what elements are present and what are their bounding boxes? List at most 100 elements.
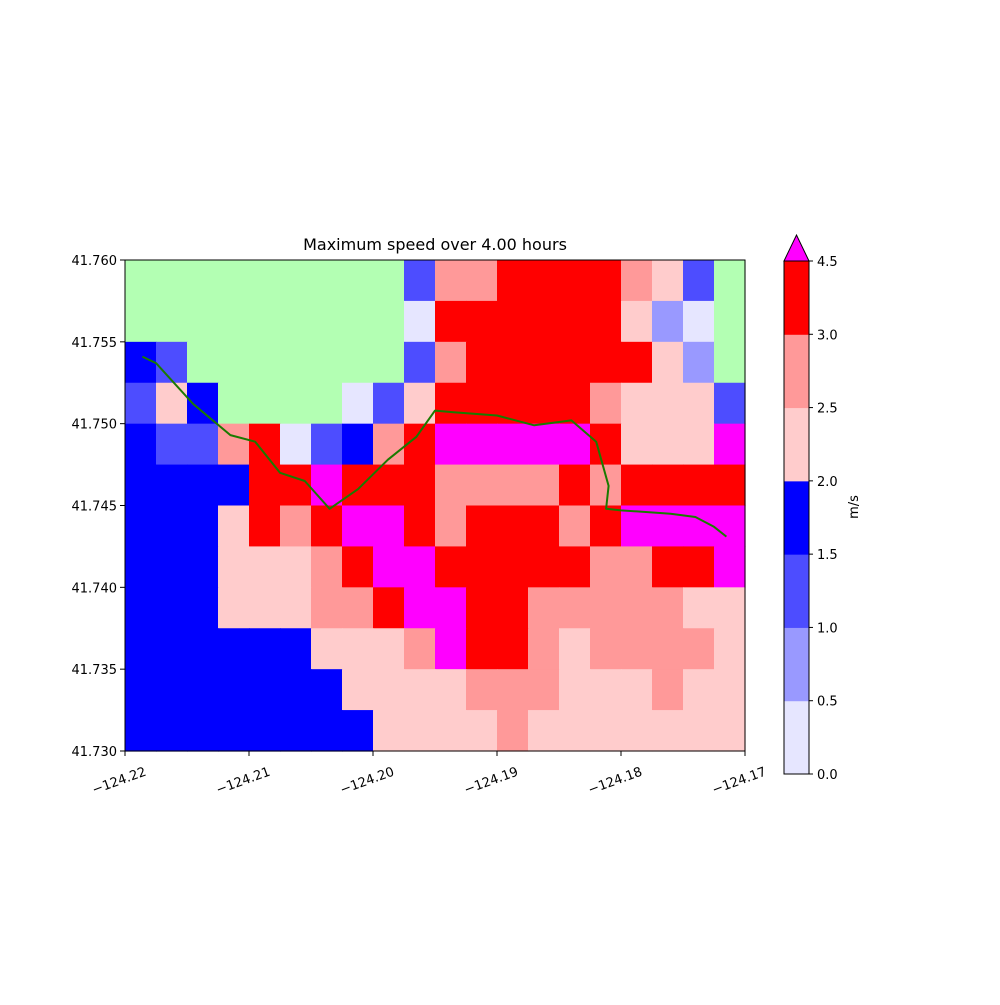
- heatmap-cell: [652, 260, 684, 302]
- heatmap-cell: [621, 710, 653, 752]
- heatmap-cell: [528, 546, 560, 588]
- heatmap-cell: [590, 341, 622, 384]
- y-axis: 41.760 41.755 41.750 41.745 41.740 41.735 41.7…: [72, 254, 125, 760]
- heatmap-cell: [466, 546, 498, 588]
- heatmap-cell: [435, 669, 467, 711]
- track-line: [141, 355, 728, 538]
- land-cell: [249, 341, 281, 384]
- colorbar-tick-label: 0.5: [817, 695, 838, 710]
- heatmap-cell: [156, 546, 188, 588]
- land-cell: [714, 260, 746, 302]
- heatmap-cell: [280, 710, 312, 752]
- land-cell: [342, 260, 374, 302]
- heatmap-cell: [559, 260, 591, 302]
- heatmap-cell: [590, 505, 622, 548]
- heatmap-cell: [466, 505, 498, 548]
- heatmap-cell: [466, 300, 498, 343]
- heatmap-cell: [590, 300, 622, 343]
- colorbar-tick-label: 0.0: [817, 768, 838, 783]
- heatmap-cell: [404, 546, 436, 588]
- heatmap-cell: [621, 628, 653, 670]
- heatmap-cell: [404, 628, 436, 670]
- heatmap-cell: [404, 300, 436, 343]
- heatmap-cell: [497, 341, 529, 384]
- colorbar-tick-label: 1.5: [817, 548, 838, 563]
- heatmap-cell: [249, 464, 281, 507]
- heatmap-cell: [404, 341, 436, 384]
- heatmap-cell: [652, 546, 684, 588]
- land-cell: [311, 382, 343, 425]
- heatmap-cell: [621, 669, 653, 711]
- heatmap-cell: [559, 710, 591, 752]
- y-tick-label: 41.760: [72, 254, 118, 269]
- heatmap-cell: [311, 710, 343, 752]
- heatmap-cell: [342, 587, 374, 629]
- land-cell: [342, 341, 374, 384]
- heatmap-cell: [652, 382, 684, 425]
- heatmap-cell: [466, 587, 498, 629]
- heatmap-cell: [249, 628, 281, 670]
- heatmap-cell: [125, 669, 157, 711]
- y-tick-label: 41.730: [72, 745, 118, 760]
- heatmap-cell: [559, 423, 591, 466]
- heatmap-cell: [435, 423, 467, 466]
- colorbar-tick-label: 2.0: [817, 475, 838, 490]
- colorbar-tick-label: 3.0: [817, 328, 838, 343]
- heatmap-cell: [125, 628, 157, 670]
- heatmap-cells: [125, 260, 746, 752]
- heatmap-cell: [156, 669, 188, 711]
- heatmap-cell: [528, 464, 560, 507]
- heatmap-cell: [714, 628, 746, 670]
- colorbar-tick-label: 1.0: [817, 621, 838, 636]
- colorbar-swatch: [784, 627, 809, 702]
- heatmap-cell: [497, 260, 529, 302]
- heatmap-cell: [373, 546, 405, 588]
- heatmap-cell: [559, 382, 591, 425]
- land-cell: [280, 341, 312, 384]
- heatmap-cell: [125, 546, 157, 588]
- land-cell: [373, 300, 405, 343]
- heatmap-cell: [497, 423, 529, 466]
- heatmap-cell: [528, 669, 560, 711]
- heatmap-cell: [466, 423, 498, 466]
- x-axis: −124.22 −124.21 −124.20 −124.19 −124.18 −124.…: [90, 751, 768, 798]
- heatmap-cell: [435, 546, 467, 588]
- land-cell: [187, 260, 219, 302]
- heatmap-cell: [683, 464, 715, 507]
- heatmap-cell: [249, 423, 281, 466]
- heatmap-cell: [590, 464, 622, 507]
- heatmap-cell: [528, 260, 560, 302]
- heatmap-cell: [280, 464, 312, 507]
- heatmap-cell: [590, 628, 622, 670]
- colorbar: 0.0 0.5 1.0 1.5 2.0 2.5 3.0 4.5: [783, 233, 838, 783]
- land-cell: [249, 260, 281, 302]
- heatmap-cell: [311, 628, 343, 670]
- land-cell: [280, 300, 312, 343]
- heatmap-cell: [714, 505, 746, 548]
- heatmap-cell: [404, 464, 436, 507]
- heatmap-cell: [125, 423, 157, 466]
- heatmap-cell: [435, 382, 467, 425]
- heatmap-cell: [683, 669, 715, 711]
- heatmap-cell: [373, 669, 405, 711]
- heatmap-cell: [280, 423, 312, 466]
- land-cell: [311, 341, 343, 384]
- heatmap-cell: [652, 300, 684, 343]
- heatmap-cell: [683, 260, 715, 302]
- heatmap-cell: [404, 669, 436, 711]
- colorbar-swatch: [784, 407, 809, 482]
- heatmap-cell: [249, 710, 281, 752]
- heatmap-cell: [435, 260, 467, 302]
- heatmap-cell: [311, 546, 343, 588]
- colorbar-swatch: [784, 261, 809, 335]
- heatmap-cell: [559, 587, 591, 629]
- heatmap-cell: [373, 628, 405, 670]
- heatmap-cell: [342, 669, 374, 711]
- heatmap-cell: [497, 464, 529, 507]
- heatmap-cell: [528, 341, 560, 384]
- heatmap-cell: [404, 587, 436, 629]
- heatmap-cell: [342, 546, 374, 588]
- heatmap-cell: [466, 382, 498, 425]
- colorbar-swatch: [784, 334, 809, 409]
- heatmap-cell: [373, 382, 405, 425]
